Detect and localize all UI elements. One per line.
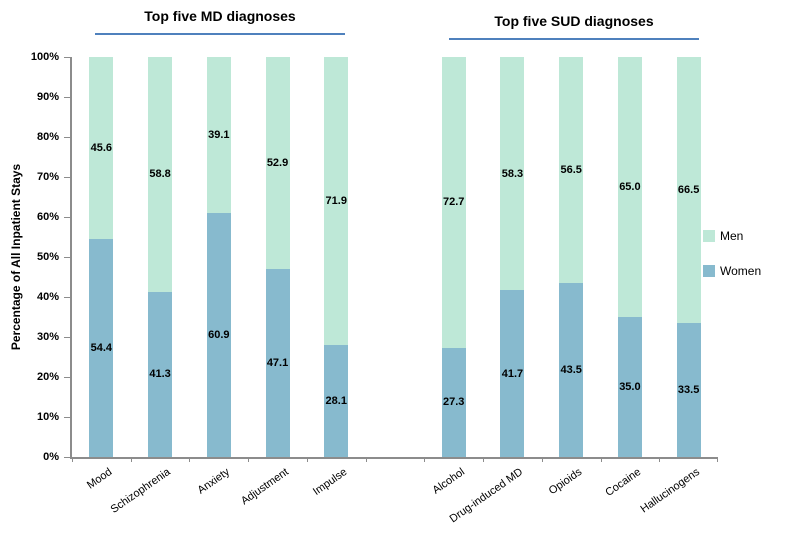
x-axis-tick (72, 457, 73, 462)
y-axis-tick (64, 176, 70, 178)
y-axis-tick (64, 216, 70, 218)
group-header-sud-underline (449, 38, 699, 40)
y-tick-label: 0% (43, 451, 59, 463)
x-axis-tick (130, 457, 132, 462)
bar-segment-men (89, 57, 114, 240)
bar-value-label-men: 45.6 (90, 142, 113, 155)
bar-segment-men (148, 57, 173, 292)
x-category-label: Impulse (310, 466, 350, 498)
bar-value-label-men: 71.9 (325, 194, 347, 207)
y-tick-label: 10% (36, 411, 59, 423)
x-axis-tick (541, 457, 543, 462)
bar-value-label-women: 60.9 (208, 329, 230, 342)
y-axis-tick (64, 96, 70, 98)
x-axis-tick (248, 457, 250, 462)
bar-segment-women (148, 291, 173, 457)
y-axis-tick (64, 296, 70, 298)
legend-label-men: Men (720, 229, 744, 243)
y-tick-label: 70% (36, 171, 59, 183)
bar-segment-women (676, 323, 701, 457)
x-category-label: Opioids (546, 466, 585, 498)
bar-segment-women (559, 283, 584, 457)
bar-value-label-women: 35.0 (619, 381, 641, 393)
y-axis-tick (64, 416, 70, 418)
y-axis-tick (64, 136, 70, 138)
x-category-label: Hallucinogens (638, 466, 702, 516)
bar-segment-men (676, 57, 701, 323)
y-tick-label: 60% (36, 211, 59, 223)
bar-value-label-men: 66.5 (677, 184, 700, 196)
x-category-label: Alcohol (430, 466, 467, 497)
bar-value-label-women: 47.1 (266, 356, 289, 369)
y-tick-label: 50% (36, 251, 59, 263)
y-tick-label: 30% (36, 331, 59, 343)
legend-item-women: Women (703, 264, 761, 278)
x-category-label: Schizophrenia (108, 466, 173, 516)
x-axis-tick (600, 457, 602, 462)
bar-value-label-men: 72.7 (443, 196, 465, 209)
legend: Men Women (703, 229, 761, 299)
y-axis-tick (64, 376, 70, 378)
bar-value-label-men: 56.5 (560, 164, 582, 176)
x-axis-tick (306, 457, 308, 462)
bar-value-label-women: 41.3 (149, 368, 171, 381)
x-category-label: Anxiety (195, 466, 232, 497)
bar-value-label-men: 65.0 (619, 181, 641, 193)
bar-segment-men (500, 57, 525, 291)
bar-value-label-men: 39.1 (208, 129, 230, 142)
bar-segment-women (617, 317, 642, 457)
bar-value-label-women: 41.7 (501, 367, 524, 380)
bar-segment-men (559, 57, 584, 283)
x-axis-tick (365, 457, 367, 462)
y-tick-label: 40% (36, 291, 59, 303)
bar-value-label-men: 58.3 (501, 167, 524, 180)
x-axis-tick (483, 457, 485, 462)
bar-segment-women (89, 239, 114, 457)
x-axis-tick (189, 457, 191, 462)
bar-value-label-men: 58.8 (149, 168, 171, 181)
bar-segment-women (265, 268, 290, 457)
bar-value-label-men: 52.9 (266, 156, 289, 169)
x-axis-tick (424, 457, 426, 462)
men-swatch-icon (703, 230, 715, 242)
y-axis-tick (64, 336, 70, 338)
women-swatch-icon (703, 265, 715, 277)
bar-segment-women (500, 290, 525, 457)
bar-segment-women (324, 344, 349, 457)
bar-segment-men (265, 57, 290, 269)
bar-segment-women (206, 213, 231, 457)
y-axis-tick (64, 256, 70, 258)
legend-item-men: Men (703, 229, 761, 243)
bar-value-label-women: 33.5 (677, 384, 700, 396)
x-category-label: Cocaine (602, 466, 643, 499)
y-tick-label: 20% (36, 371, 59, 383)
x-category-label: Mood (84, 466, 115, 492)
bar-value-label-women: 28.1 (325, 394, 347, 407)
bar-segment-men (441, 57, 466, 348)
x-axis-tick (659, 457, 661, 462)
y-tick-label: 90% (36, 91, 59, 103)
y-axis-tick (64, 456, 70, 458)
y-axis-tick (64, 56, 70, 58)
x-category-label: Adjustment (238, 466, 291, 508)
group-header-md-underline (95, 33, 345, 35)
group-header-sud: Top five SUD diagnoses (494, 13, 654, 29)
x-axis-tick (717, 457, 718, 462)
y-tick-label: 80% (36, 131, 59, 143)
bar-value-label-women: 54.4 (90, 342, 113, 355)
bar-segment-men (324, 57, 349, 345)
y-tick-label: 100% (30, 51, 59, 63)
group-header-md: Top five MD diagnoses (144, 8, 296, 24)
legend-label-women: Women (720, 264, 762, 278)
bar-segment-men (617, 57, 642, 317)
bar-segment-women (441, 347, 466, 457)
plot-area: 0% 10% 20% 30% 40% 50% 60% 70% 80% 90% 100% 54.4 45.… (31, 51, 718, 525)
bar-segment-men (206, 57, 231, 214)
bar-value-label-women: 43.5 (560, 364, 582, 376)
bar-value-label-women: 27.3 (443, 396, 465, 409)
